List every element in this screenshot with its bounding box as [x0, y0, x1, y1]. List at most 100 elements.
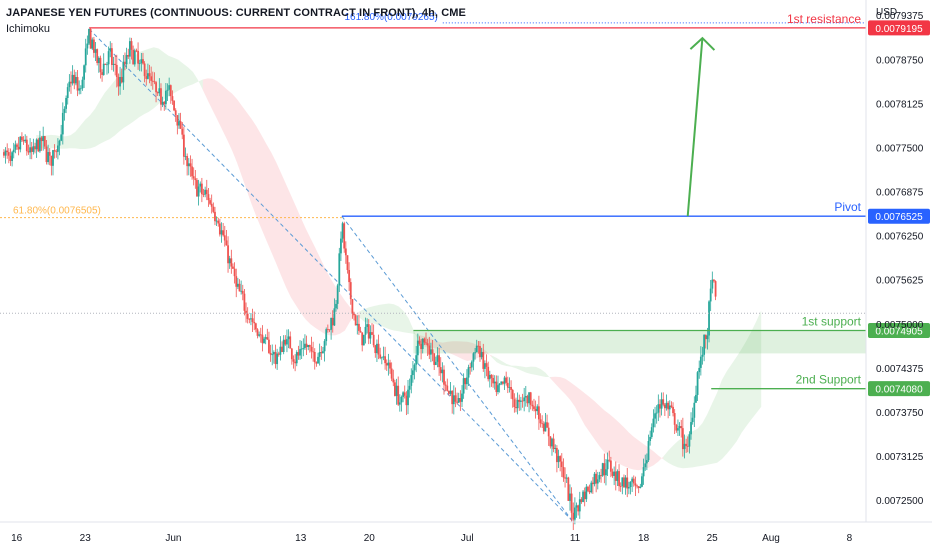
support-zone: [413, 330, 866, 354]
candle-body: [678, 426, 681, 429]
candle-body: [677, 428, 679, 431]
candle-body: [567, 477, 570, 501]
candle-body: [189, 163, 192, 167]
candle-body: [245, 310, 247, 314]
candle-body: [37, 139, 40, 152]
candle-body: [457, 398, 460, 403]
candle-body: [420, 343, 422, 349]
candle-body: [477, 345, 480, 347]
candle-body: [588, 490, 591, 493]
candle-body: [412, 370, 414, 376]
price-tag: [868, 20, 930, 36]
trend-line: [341, 215, 573, 521]
candle-body: [202, 194, 205, 195]
candle-body: [3, 152, 5, 156]
candle-body: [55, 151, 58, 153]
candle-body: [364, 326, 367, 335]
candle-body: [215, 220, 218, 222]
candle-body: [331, 317, 334, 326]
candle-body: [680, 426, 683, 429]
candle-body: [536, 406, 539, 412]
x-tick-label: 13: [295, 533, 307, 544]
candle-body: [642, 467, 645, 477]
candle-body: [482, 351, 485, 369]
candle-body: [501, 381, 504, 384]
candle-body: [16, 144, 18, 147]
candle-body: [454, 395, 457, 402]
candles-layer: [3, 28, 717, 531]
indicator-label[interactable]: Ichimoku: [6, 23, 51, 35]
candle-body: [606, 459, 609, 470]
ichimoku-cloud-segment: [491, 355, 551, 379]
candle-body: [441, 369, 444, 374]
candle-body: [299, 349, 301, 356]
candle-body: [498, 383, 501, 386]
candle-body: [297, 352, 300, 356]
candle-body: [96, 49, 99, 63]
candle-body: [413, 364, 416, 371]
candle-body: [663, 404, 666, 409]
y-tick-label: 0.0073125: [876, 452, 924, 463]
candle-body: [641, 476, 643, 487]
candle-body: [551, 438, 553, 447]
candle-body: [533, 406, 535, 409]
candle-body: [485, 363, 488, 367]
candle-body: [173, 100, 175, 111]
candle-body: [312, 351, 315, 353]
y-tick-label: 0.0076250: [876, 232, 924, 243]
candle-body: [179, 121, 182, 129]
y-tick-label: 0.0074375: [876, 364, 924, 375]
candle-body: [467, 367, 470, 378]
candle-body: [475, 345, 478, 353]
candle-body: [246, 313, 249, 319]
candle-body: [248, 318, 251, 320]
candle-body: [634, 483, 637, 486]
candle-body: [506, 382, 509, 388]
candle-body: [45, 146, 48, 163]
candle-body: [30, 147, 33, 152]
candle-body: [672, 406, 674, 414]
candle-body: [379, 354, 382, 359]
candle-body: [358, 323, 360, 331]
candle-body: [448, 390, 450, 394]
price-tag-value: 0.0076525: [875, 212, 923, 223]
candle-body: [253, 321, 256, 324]
candle-body: [552, 438, 555, 450]
level-name: Pivot: [834, 200, 861, 214]
y-tick-label: 0.0078750: [876, 55, 924, 66]
candle-body: [295, 352, 298, 364]
candle-body: [122, 61, 125, 83]
candle-body: [94, 49, 97, 53]
candle-body: [714, 281, 717, 297]
candle-body: [251, 318, 254, 322]
candle-body: [632, 478, 635, 484]
candle-body: [683, 443, 686, 450]
candle-body: [63, 108, 66, 113]
candle-body: [205, 189, 208, 195]
candle-body: [88, 29, 90, 44]
candle-body: [277, 353, 280, 355]
candle-body: [182, 134, 185, 157]
candle-body: [254, 323, 257, 330]
candle-body: [403, 392, 406, 396]
candle-body: [70, 81, 72, 84]
candle-body: [228, 258, 231, 264]
candle-body: [279, 346, 282, 355]
candle-body: [395, 385, 398, 396]
candle-body: [207, 194, 210, 201]
candle-body: [613, 471, 616, 476]
y-tick-label: 0.0078125: [876, 99, 924, 110]
candle-body: [464, 378, 467, 385]
candle-body: [151, 80, 154, 82]
trend-line-layer: 161.80%(0.0079265) 61.80%(0.0076505): [0, 12, 866, 521]
candle-body: [71, 74, 74, 84]
candle-body: [484, 363, 486, 369]
candle-body: [537, 406, 540, 420]
candle-body: [376, 343, 378, 354]
candle-body: [452, 395, 455, 405]
candle-body: [120, 76, 123, 83]
candle-body: [14, 144, 17, 150]
candle-body: [466, 377, 468, 385]
candle-body: [392, 378, 395, 383]
